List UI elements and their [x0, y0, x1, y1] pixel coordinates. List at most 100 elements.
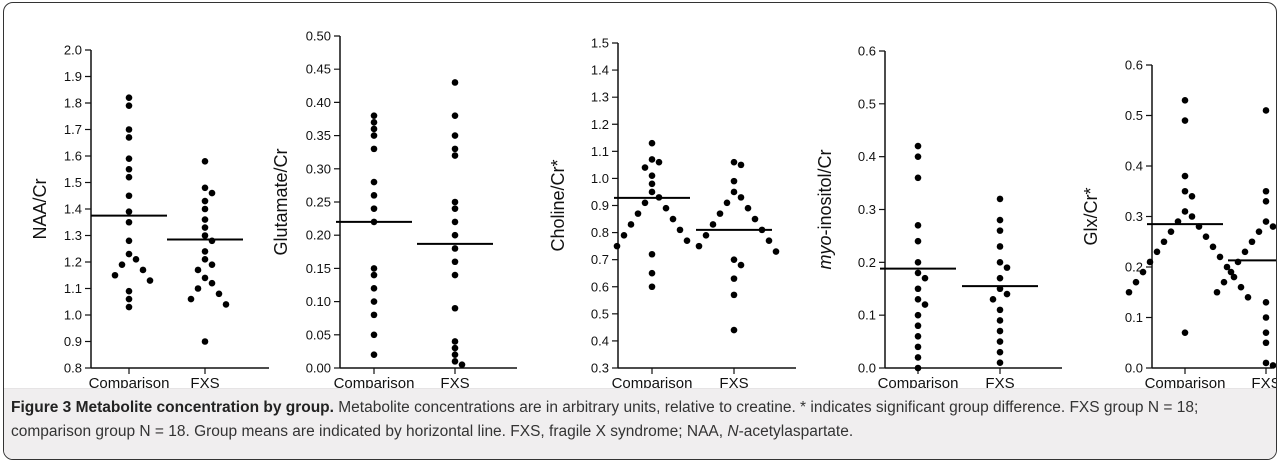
y-axis-label: Glx/Cr* [1081, 188, 1101, 246]
y-tick-label: 1.1 [591, 144, 609, 159]
y-tick-label: 1.3 [591, 90, 609, 105]
y-axis-label: Choline/Cr* [548, 159, 568, 251]
data-point [731, 327, 738, 334]
data-point [195, 267, 202, 274]
data-point [371, 126, 378, 133]
data-point [126, 166, 133, 173]
y-tick-label: 0.4 [1125, 159, 1143, 174]
data-point [1168, 228, 1175, 235]
data-point [202, 275, 209, 282]
y-tick-label: 0.8 [64, 361, 82, 376]
figure-label: Figure 3 [11, 399, 71, 416]
data-point [202, 185, 209, 192]
x-tick-label: Comparison [612, 375, 693, 388]
data-point [126, 192, 133, 199]
data-point [371, 298, 378, 305]
y-tick-label: 1.4 [591, 63, 609, 78]
y-tick-label: 0.15 [306, 261, 331, 276]
data-point [202, 198, 209, 205]
data-point [649, 283, 656, 290]
data-point [371, 132, 378, 139]
data-point [997, 307, 1004, 314]
data-point [997, 275, 1004, 282]
data-point [1147, 259, 1154, 266]
data-point [649, 189, 656, 196]
data-point [656, 159, 663, 166]
data-point [452, 152, 459, 159]
data-point [703, 232, 710, 239]
y-tick-label: 0.7 [591, 252, 609, 267]
x-tick-label: Comparison [1145, 375, 1226, 388]
data-point [126, 174, 133, 181]
data-point [663, 205, 670, 212]
y-tick-label: 0.4 [591, 333, 609, 348]
y-tick-label: 1.0 [591, 171, 609, 186]
data-point [915, 365, 922, 372]
data-point [1249, 238, 1256, 245]
data-point [1263, 339, 1270, 346]
x-tick-label: FXS [719, 375, 748, 388]
y-tick-label: 0.40 [306, 95, 331, 110]
data-point [216, 291, 223, 298]
data-point [915, 344, 922, 351]
data-point [1270, 362, 1277, 369]
data-point [1210, 244, 1217, 251]
data-point [195, 285, 202, 292]
x-tick-label: Comparison [334, 375, 415, 388]
data-point [731, 178, 738, 185]
y-tick-label: 0.3 [591, 361, 609, 376]
y-tick-label: 0.0 [858, 361, 876, 376]
data-point [147, 277, 154, 284]
y-axis-label: myo-inositol/Cr [815, 149, 835, 269]
data-point [202, 216, 209, 223]
data-point [915, 259, 922, 266]
data-point [452, 132, 459, 139]
data-point [140, 267, 147, 274]
data-point [452, 112, 459, 119]
y-tick-label: 0.3 [1125, 209, 1143, 224]
chart-4: 0.00.10.20.30.40.50.6Comparison FXSmyo-in… [815, 44, 1062, 389]
data-point [915, 312, 922, 319]
data-point [452, 219, 459, 226]
data-point [126, 304, 133, 311]
data-point [649, 172, 656, 179]
data-point [209, 261, 216, 268]
y-tick-label: 1.4 [64, 202, 82, 217]
data-point [997, 349, 1004, 356]
data-point [1203, 233, 1210, 240]
data-point [452, 305, 459, 312]
data-point [1189, 213, 1196, 220]
data-point [915, 153, 922, 160]
data-point [724, 199, 731, 206]
data-point [1245, 294, 1252, 301]
data-point [997, 196, 1004, 203]
y-tick-label: 0.25 [306, 195, 331, 210]
data-point [738, 262, 745, 269]
x-tick-label: FXS [440, 375, 469, 388]
data-point [997, 217, 1004, 224]
y-tick-label: 0.35 [306, 128, 331, 143]
data-point [997, 227, 1004, 234]
data-point [1189, 193, 1196, 200]
data-point [915, 333, 922, 340]
data-point [621, 232, 628, 239]
y-tick-label: 0.3 [858, 202, 876, 217]
data-point [223, 301, 230, 308]
y-tick-label: 1.1 [64, 281, 82, 296]
caption-body-end: -acetylaspartate. [739, 423, 854, 440]
data-point [915, 322, 922, 329]
data-point [1256, 228, 1263, 235]
data-point [696, 243, 703, 250]
y-tick-label: 0.9 [64, 334, 82, 349]
y-tick-label: 1.3 [64, 228, 82, 243]
data-point [1263, 198, 1270, 205]
data-point [133, 256, 140, 263]
data-point [452, 358, 459, 365]
x-tick-label: FXS [1251, 375, 1277, 388]
data-point [371, 146, 378, 153]
data-point [614, 243, 621, 250]
data-point [1004, 264, 1011, 271]
data-point [1004, 291, 1011, 298]
x-tick-label: FXS [985, 375, 1014, 388]
y-tick-label: 0.8 [591, 225, 609, 240]
